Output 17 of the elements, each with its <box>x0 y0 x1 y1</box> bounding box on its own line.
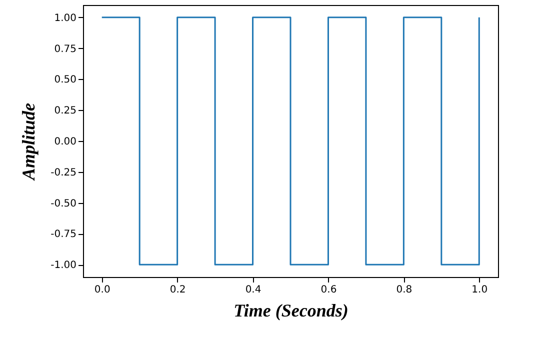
y-tick-label: 0.25 <box>54 106 76 117</box>
y-tick-label: -0.25 <box>50 167 76 178</box>
y-tick-label: -0.75 <box>50 229 76 240</box>
y-tick-label: 0.50 <box>54 74 76 86</box>
y-tick-label: -1.00 <box>50 260 76 272</box>
x-tick-label: 0.4 <box>245 284 262 296</box>
y-tick-label: -0.50 <box>50 198 76 210</box>
x-tick-label: 0.0 <box>94 284 110 296</box>
y-tick-label: 1.00 <box>54 12 76 24</box>
x-tick-label: 1.0 <box>472 284 488 296</box>
x-tick-label: 0.6 <box>320 284 337 296</box>
y-axis-title: Amplitude <box>18 102 39 182</box>
x-tick-label: 0.8 <box>396 284 412 296</box>
x-axis-title: Time (Seconds) <box>234 300 348 320</box>
y-tick-label: 0.00 <box>54 136 76 148</box>
x-tick-label: 0.2 <box>170 284 186 296</box>
y-tick-label: 0.75 <box>54 44 76 55</box>
